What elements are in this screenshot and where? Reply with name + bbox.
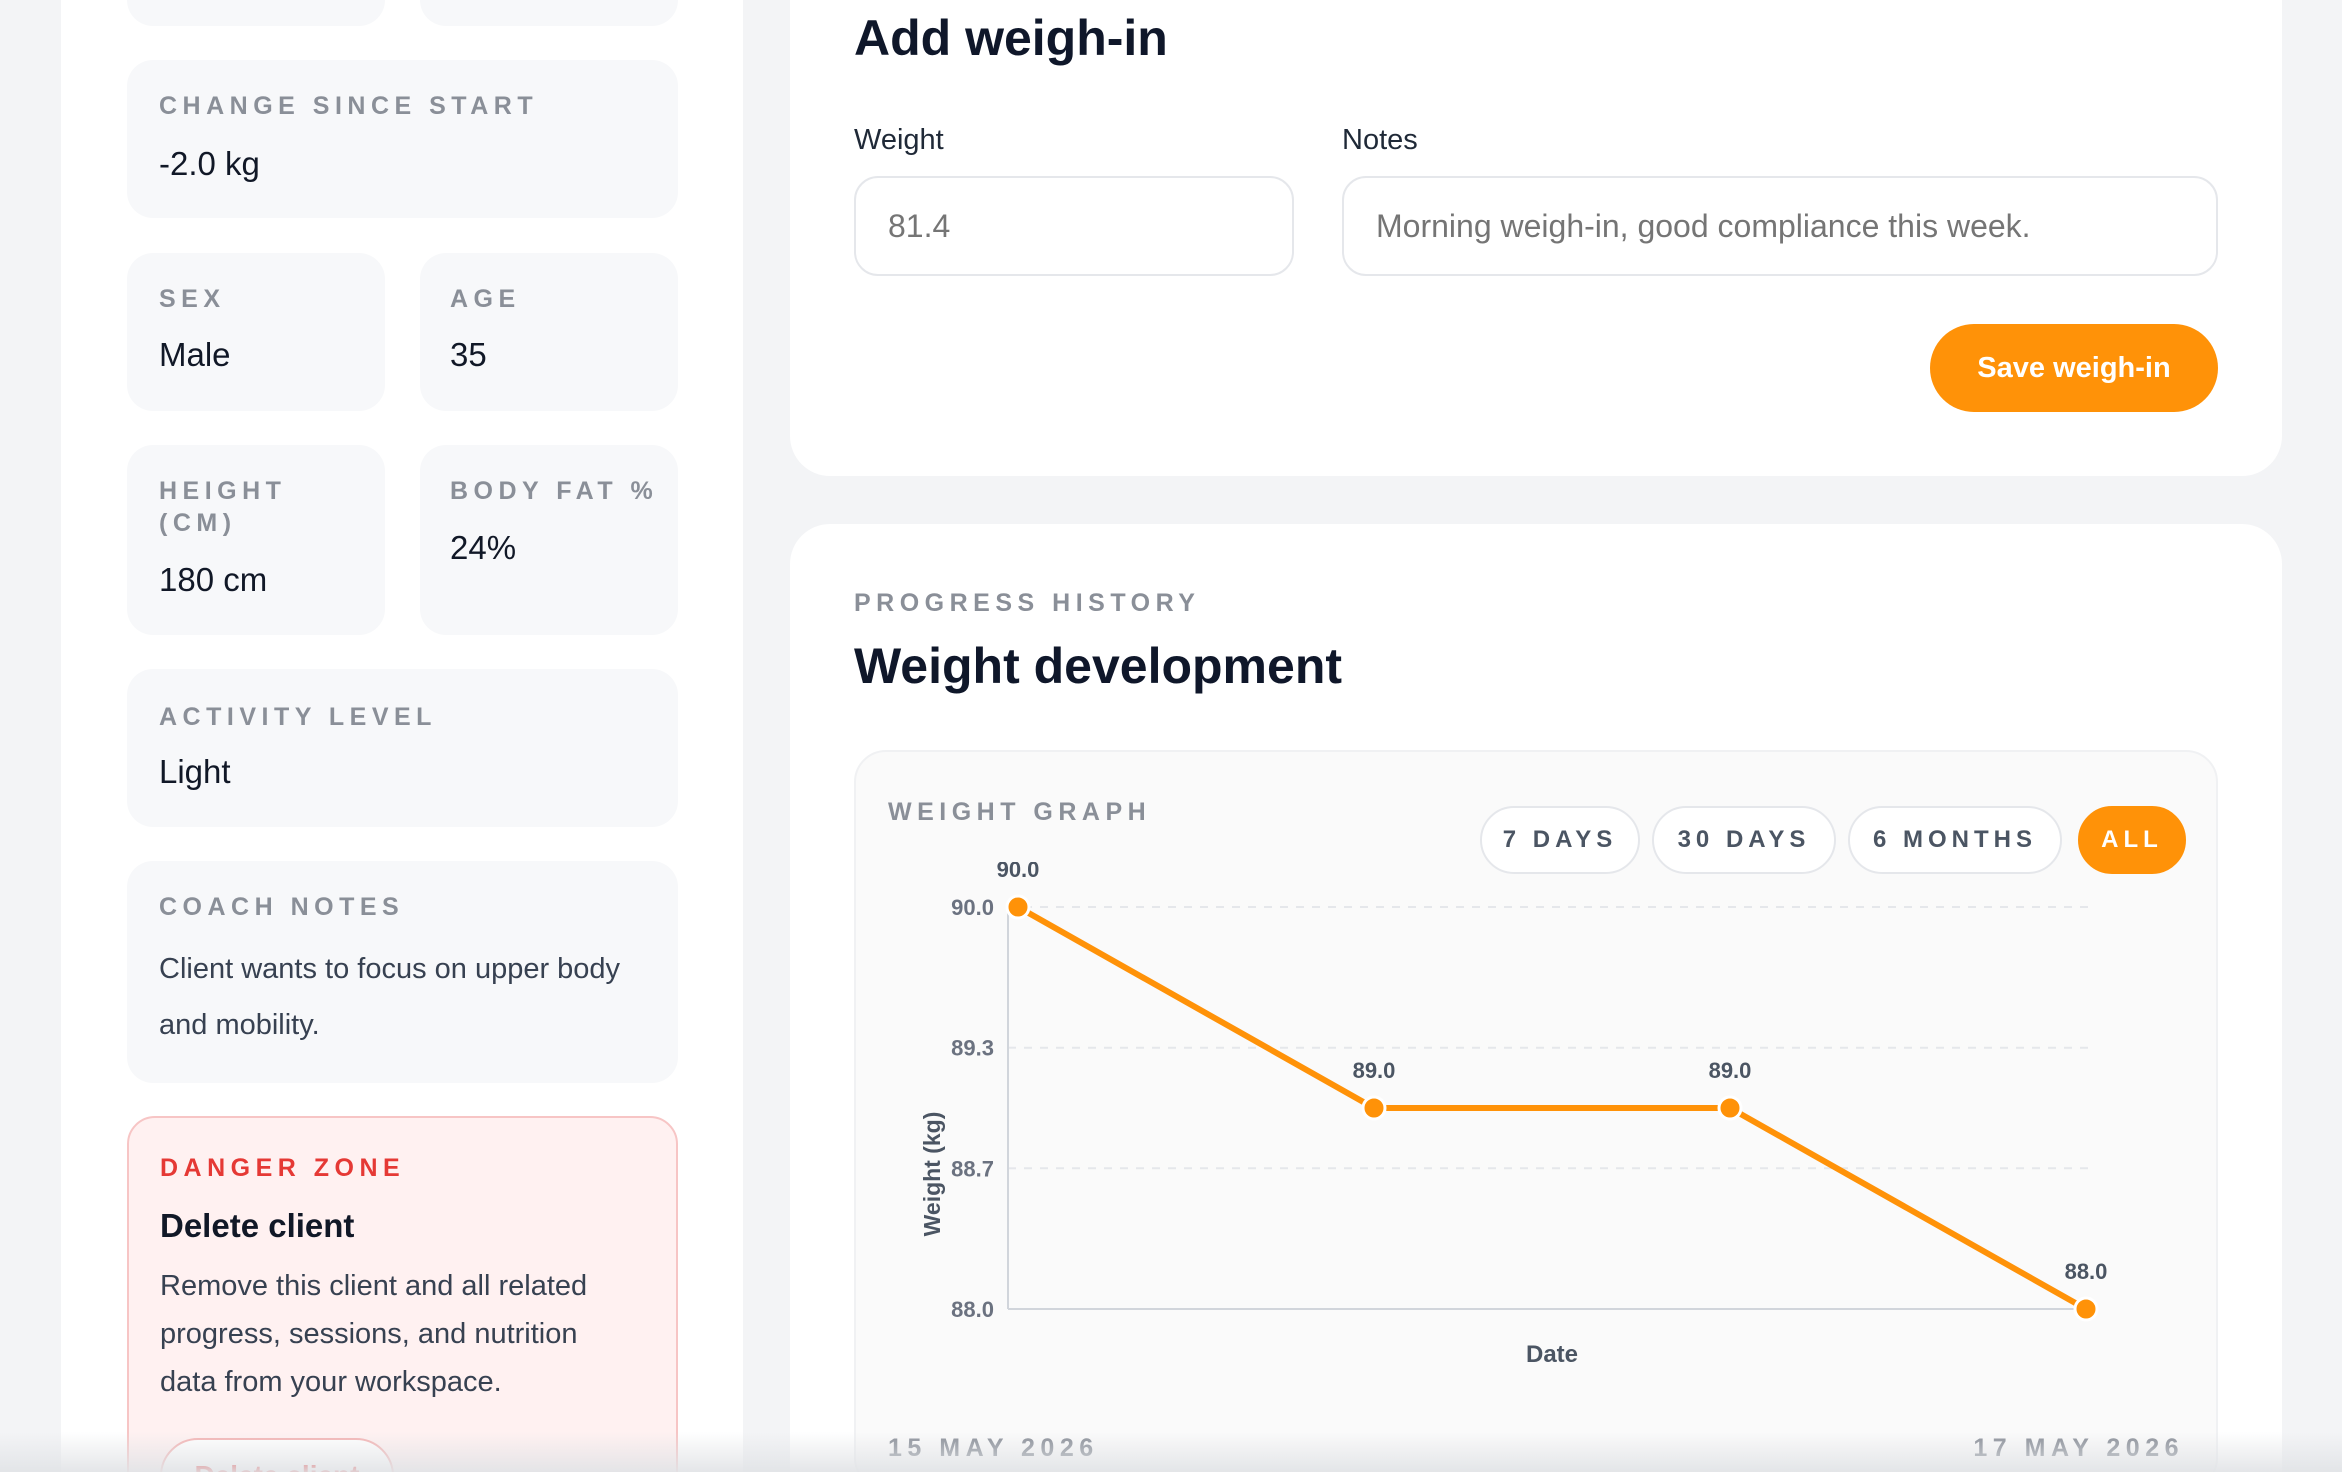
sex-value: Male (159, 336, 231, 373)
data-label: 89.0 (1709, 1058, 1752, 1083)
danger-zone-line3: data from your workspace. (160, 1366, 502, 1398)
x-axis-title: Date (1526, 1341, 1578, 1368)
weight-graph-label: WEIGHT GRAPH (888, 798, 1152, 826)
coach-notes-card: COACH NOTES Client wants to focus on upp… (127, 861, 678, 1083)
notes-input[interactable] (1342, 176, 2218, 276)
weight-input[interactable] (854, 176, 1294, 276)
weight-development-title: Weight development (854, 638, 1343, 694)
y-tick-labels: 90.0 89.3 88.7 88.0 (951, 895, 994, 1322)
add-weigh-in-title: Add weigh-in (854, 10, 1168, 66)
height-label-line2: (CM) (159, 509, 237, 537)
coach-notes-line1: Client wants to focus on upper body (159, 953, 621, 985)
weight-line-chart: 90.0 89.3 88.7 88.0 90.0 89.0 89.0 88.0 Weight… (919, 862, 2108, 1368)
delete-client-button[interactable]: Delete client (160, 1438, 394, 1472)
data-point[interactable] (1361, 1095, 1387, 1121)
data-label: 90.0 (997, 862, 1040, 882)
age-card: AGE 35 (420, 253, 678, 411)
danger-zone-line1: Remove this client and all related (160, 1270, 588, 1302)
notes-field-label: Notes (1342, 124, 1418, 156)
height-label-line1: HEIGHT (159, 477, 287, 505)
danger-zone-card: DANGER ZONE Delete client Remove this cl… (127, 1116, 678, 1472)
range-30-days-button[interactable]: 30 DAYS (1652, 806, 1836, 874)
data-label: 88.0 (2065, 1259, 2108, 1284)
profile-card-cropped-right (420, 0, 678, 26)
data-point[interactable] (2073, 1296, 2099, 1322)
height-value: 180 cm (159, 561, 268, 598)
profile-card-cropped-left (127, 0, 385, 26)
range-all-button[interactable]: ALL (2078, 806, 2186, 874)
chart-grid (1008, 906, 2096, 1170)
weight-graph-panel: WEIGHT GRAPH 7 DAYS 30 DAYS 6 MONTHS ALL… (854, 750, 2218, 1472)
age-label: AGE (450, 285, 521, 313)
coach-notes-label: COACH NOTES (159, 893, 405, 921)
save-weigh-in-button[interactable]: Save weigh-in (1930, 324, 2218, 412)
danger-zone-line2: progress, sessions, and nutrition (160, 1318, 578, 1350)
change-since-start-card: CHANGE SINCE START -2.0 kg (127, 60, 678, 218)
add-weigh-in-card: Add weigh-in Weight Notes Save weigh-in (790, 0, 2282, 476)
sex-label: SEX (159, 285, 226, 313)
body-fat-value: 24% (450, 529, 517, 566)
chart-start-date: 15 MAY 2026 (888, 1434, 1099, 1462)
body-fat-label: BODY FAT % (450, 477, 659, 505)
sex-card: SEX Male (127, 253, 385, 411)
change-since-start-label: CHANGE SINCE START (159, 92, 539, 120)
data-label: 89.0 (1353, 1058, 1396, 1083)
y-axis-title: Weight (kg) (919, 1112, 945, 1237)
danger-zone-label: DANGER ZONE (160, 1154, 406, 1182)
data-point[interactable] (1005, 894, 1031, 920)
y-tick-label: 90.0 (951, 895, 994, 920)
y-tick-label: 88.0 (951, 1297, 994, 1322)
y-tick-label: 89.3 (951, 1036, 994, 1061)
weight-data-labels: 90.0 89.0 89.0 88.0 (997, 862, 2108, 1284)
y-tick-label: 88.7 (951, 1156, 994, 1181)
coach-notes-line2: and mobility. (159, 1009, 320, 1041)
range-6-months-button[interactable]: 6 MONTHS (1848, 806, 2062, 874)
weight-series-points (1005, 894, 2099, 1322)
weight-series-line (1016, 904, 2088, 1312)
weight-development-card: PROGRESS HISTORY Weight development WEIG… (790, 524, 2282, 1472)
chart-end-date: 17 MAY 2026 (1973, 1434, 2184, 1462)
range-7-days-button[interactable]: 7 DAYS (1480, 806, 1640, 874)
delete-client-title: Delete client (160, 1207, 355, 1244)
age-value: 35 (450, 336, 487, 373)
activity-level-value: Light (159, 753, 231, 790)
data-point[interactable] (1717, 1095, 1743, 1121)
height-card: HEIGHT (CM) 180 cm (127, 445, 385, 635)
activity-level-label: ACTIVITY LEVEL (159, 703, 437, 731)
body-fat-card: BODY FAT % 24% (420, 445, 678, 635)
activity-level-card: ACTIVITY LEVEL Light (127, 669, 678, 827)
weight-field-label: Weight (854, 124, 944, 156)
progress-history-eyebrow: PROGRESS HISTORY (854, 589, 1201, 617)
change-since-start-value: -2.0 kg (159, 145, 260, 182)
